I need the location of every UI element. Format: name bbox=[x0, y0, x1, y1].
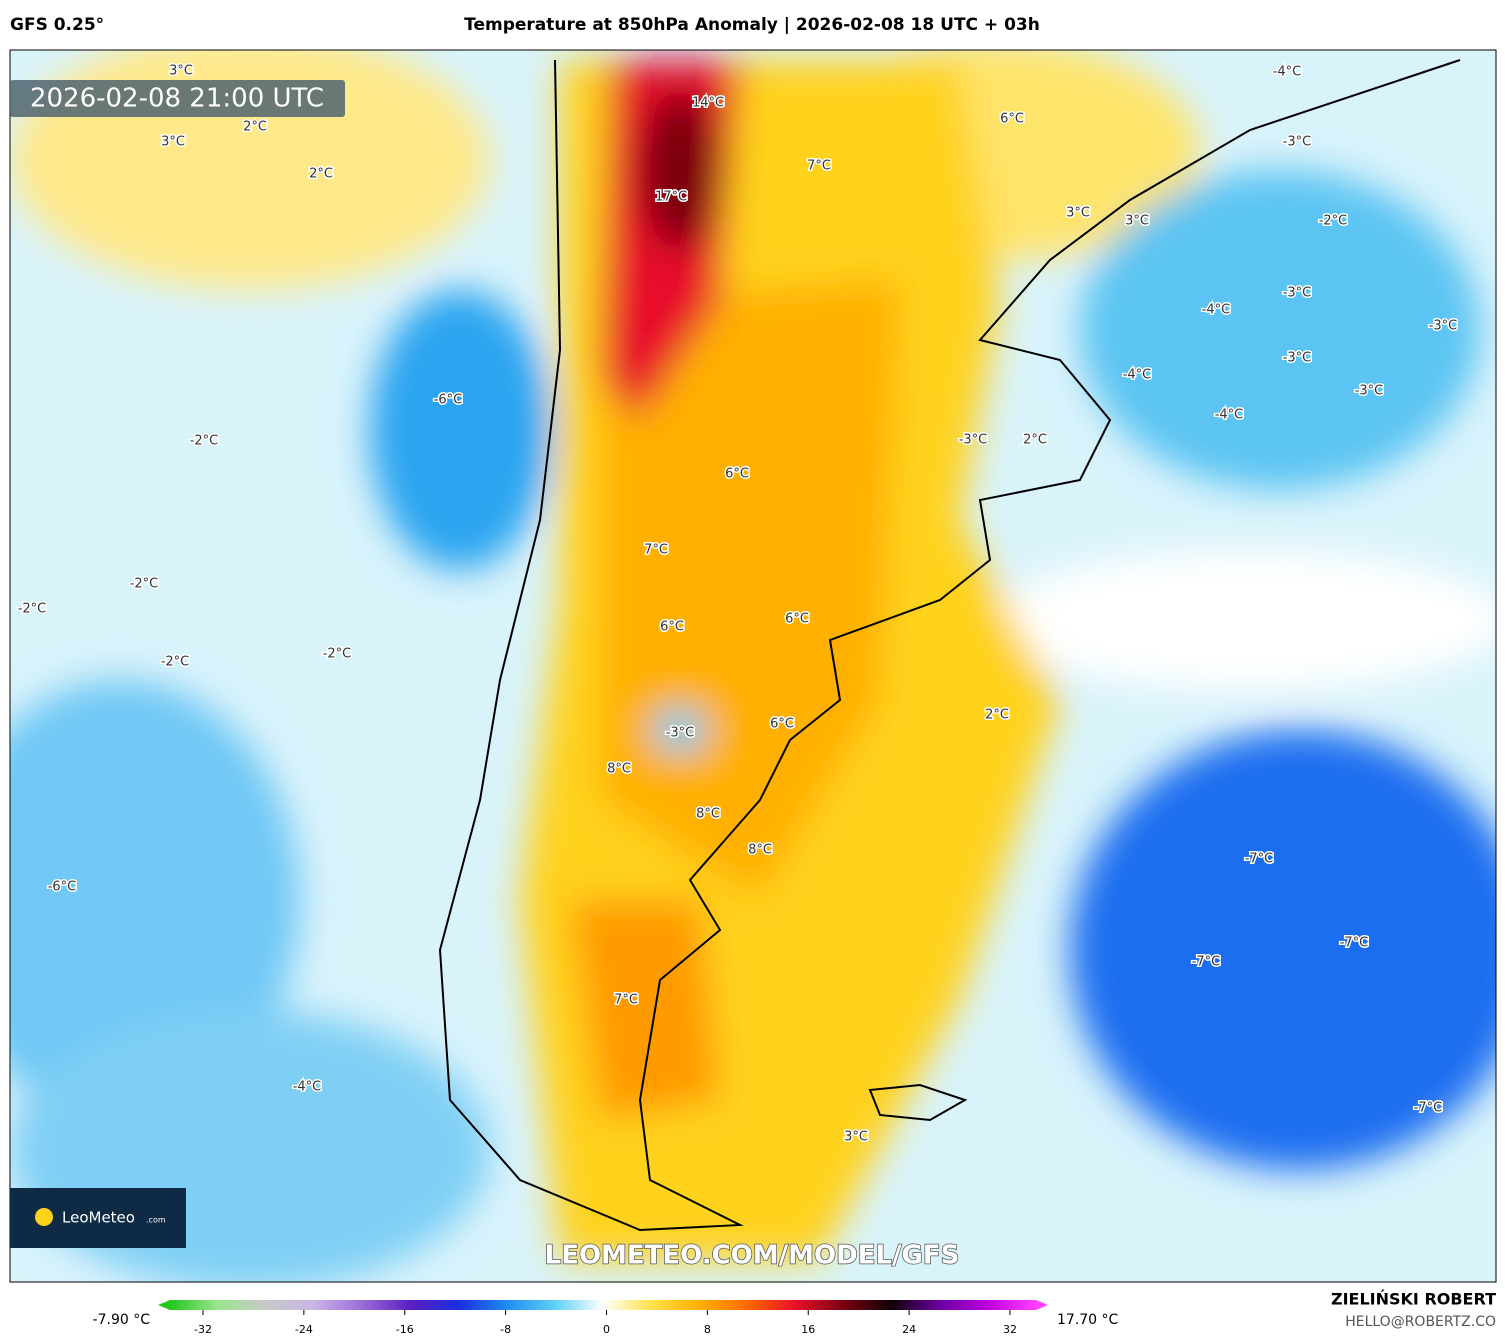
temperature-label: 3°C bbox=[161, 135, 185, 150]
temperature-label: 2°C bbox=[985, 708, 1009, 723]
temperature-label: 7°C bbox=[614, 993, 638, 1008]
temperature-label: -4°C bbox=[1215, 408, 1244, 423]
valid-time: 2026-02-08 21:00 UTC bbox=[30, 84, 324, 114]
colorbar-tick-label: 8 bbox=[704, 1323, 711, 1336]
temperature-label: 3°C bbox=[1066, 206, 1090, 221]
map-frame bbox=[9, 49, 1497, 1283]
colorbar-max: 17.70 °C bbox=[1057, 1312, 1119, 1328]
temperature-label: 2°C bbox=[309, 167, 333, 182]
temperature-label: -4°C bbox=[1273, 65, 1302, 80]
temperature-label: -3°C bbox=[1283, 135, 1312, 150]
colorbar-tick-label: -8 bbox=[500, 1323, 511, 1336]
map-labels: 3°C 2°C 3°C 2°C 14°C 17°C 7°C 6°C -4°C -3°C 3°C 3°C… bbox=[16, 62, 1459, 1146]
temperature-label: 7°C bbox=[807, 159, 831, 174]
temperature-label: 6°C bbox=[1000, 112, 1024, 127]
email: HELLO@ROBERTZ.CO bbox=[1345, 1314, 1496, 1330]
map-title: Temperature at 850hPa Anomaly | 2026-02-… bbox=[464, 15, 1040, 35]
anomaly-field bbox=[10, 50, 1496, 1282]
falklands bbox=[868, 1083, 968, 1122]
temperature-label: -3°C bbox=[666, 726, 695, 741]
coastline bbox=[438, 59, 1461, 1232]
author: ZIELIŃSKI ROBERT bbox=[1331, 1290, 1496, 1309]
temperature-label: 7°C bbox=[644, 543, 668, 558]
temperature-label: -4°C bbox=[293, 1080, 322, 1095]
colorbar-min: -7.90 °C bbox=[93, 1312, 151, 1328]
colorbar: -32 -24 -16 -8 0 8 16 24 32 bbox=[158, 1300, 1048, 1336]
temperature-label: -3°C bbox=[1429, 319, 1458, 334]
temperature-label: -7°C bbox=[1192, 955, 1221, 970]
temperature-label: 3°C bbox=[844, 1130, 868, 1145]
temperature-label: 6°C bbox=[770, 717, 794, 732]
temperature-label: 14°C bbox=[692, 96, 724, 111]
temperature-label: 8°C bbox=[748, 843, 772, 858]
temperature-label: -7°C bbox=[1414, 1101, 1443, 1116]
temperature-label: -2°C bbox=[18, 602, 47, 617]
logo-suffix: .com bbox=[146, 1216, 166, 1225]
colorbar-tick-label: 16 bbox=[801, 1323, 815, 1336]
logo-name: LeoMeteo bbox=[62, 1209, 135, 1227]
temperature-label: 3°C bbox=[169, 64, 193, 79]
temperature-label: -2°C bbox=[1319, 214, 1348, 229]
temperature-label: -7°C bbox=[1340, 936, 1369, 951]
temperature-label: 6°C bbox=[785, 612, 809, 627]
colorbar-gradient bbox=[170, 1300, 1036, 1310]
logo-sun bbox=[35, 1208, 53, 1226]
colorbar-tick-label: -16 bbox=[396, 1323, 414, 1336]
temperature-label: -4°C bbox=[1202, 303, 1231, 318]
temperature-label: -2°C bbox=[130, 577, 159, 592]
colorbar-tick-label: 0 bbox=[603, 1323, 610, 1336]
temperature-label: 2°C bbox=[1023, 433, 1047, 448]
temperature-label: -4°C bbox=[1123, 368, 1152, 383]
temperature-label: 3°C bbox=[1125, 214, 1149, 229]
map: 3°C 2°C 3°C 2°C 14°C 17°C 7°C 6°C -4°C -3°C 3°C 3°C… bbox=[10, 50, 1496, 1282]
temperature-label: -2°C bbox=[161, 655, 190, 670]
temperature-label: -3°C bbox=[1283, 351, 1312, 366]
temperature-label: -7°C bbox=[1245, 852, 1274, 867]
temperature-label: -6°C bbox=[48, 880, 77, 895]
temperature-label: 8°C bbox=[696, 807, 720, 822]
temperature-label: -2°C bbox=[190, 434, 219, 449]
colorbar-tick-label: 24 bbox=[902, 1323, 916, 1336]
temperature-label: -3°C bbox=[959, 433, 988, 448]
colorbar-tick-label: -24 bbox=[295, 1323, 313, 1336]
colorbar-tick-label: -32 bbox=[194, 1323, 212, 1336]
temperature-label: 6°C bbox=[660, 620, 684, 635]
temperature-label: 6°C bbox=[725, 467, 749, 482]
temperature-label: -6°C bbox=[434, 393, 463, 408]
temperature-label: -3°C bbox=[1355, 384, 1384, 399]
temperature-label: 2°C bbox=[243, 120, 267, 135]
temperature-label: -3°C bbox=[1283, 286, 1312, 301]
temperature-label: 17°C bbox=[655, 190, 687, 205]
time-box bbox=[10, 80, 345, 117]
colorbar-tick-label: 32 bbox=[1003, 1323, 1017, 1336]
watermark: LEOMETEO.COM/MODEL/GFS bbox=[545, 1241, 960, 1271]
model-name: GFS 0.25° bbox=[10, 15, 104, 35]
temperature-label: -2°C bbox=[323, 647, 352, 662]
temperature-label: 8°C bbox=[607, 762, 631, 777]
